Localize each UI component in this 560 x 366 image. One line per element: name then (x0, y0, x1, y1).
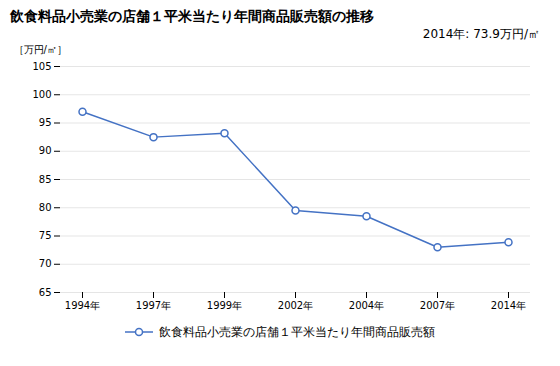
html-text:2014年: 73.9万円/㎡: 2014年: 73.9万円/㎡ (422, 27, 540, 41)
html-text:飲食料品小売業の店舗１平米当たり年間商品販売額の推移: 飲食料品小売業の店舗１平米当たり年間商品販売額の推移 (10, 8, 374, 24)
svg-text:2004年: 2004年 (349, 300, 384, 311)
svg-text:105: 105 (32, 61, 51, 72)
svg-text:2014年: 2014年 (491, 300, 526, 311)
svg-text:1994年: 1994年 (65, 300, 100, 311)
svg-text:2007年: 2007年 (420, 300, 455, 311)
svg-text:65: 65 (39, 287, 52, 298)
svg-text:75: 75 (39, 230, 52, 241)
html-text:飲食料品小売業の店舗１平米当たり年間商品販売額: 飲食料品小売業の店舗１平米当たり年間商品販売額 (159, 325, 435, 339)
svg-text:85: 85 (39, 174, 52, 185)
svg-text:80: 80 (39, 202, 52, 213)
svg-text:70: 70 (39, 258, 52, 269)
svg-text:90: 90 (39, 145, 52, 156)
svg-text:100: 100 (32, 89, 51, 100)
svg-text:95: 95 (39, 117, 52, 128)
svg-text:1999年: 1999年 (207, 300, 242, 311)
svg-text:2002年: 2002年 (278, 300, 313, 311)
svg-text:1997年: 1997年 (136, 300, 171, 311)
svg-text:［万円/㎡］: ［万円/㎡］ (14, 44, 67, 55)
